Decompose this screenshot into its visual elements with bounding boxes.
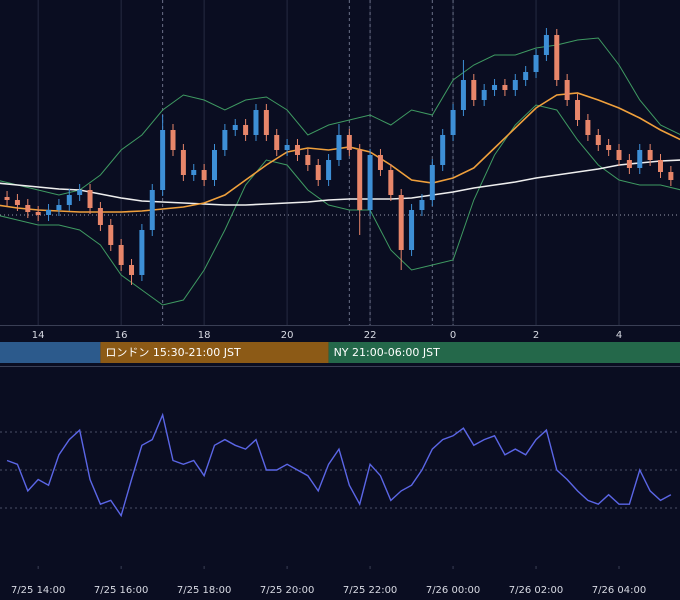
x-tick-label: 14 [32,330,45,341]
candle-body [46,210,52,215]
candle-body [647,150,653,160]
candle-body [4,197,10,200]
candle-body [170,130,176,150]
candle-body [419,200,425,210]
x-tick-label: 7/25 14:00 [11,585,65,596]
candle-body [616,150,622,160]
candle-body [56,205,62,210]
session-label: NY 21:00-06:00 JST [334,346,441,359]
candle-body [232,125,238,130]
x-tick-label: 18 [198,330,211,341]
x-tick-label: 20 [281,330,294,341]
indicator-line [0,104,680,306]
session-bar: ロンドン 15:30-21:00 JST NY 21:00-06:00 JST [0,342,680,363]
session-band [0,342,101,363]
candle-body [274,135,280,150]
candle-body [129,265,135,275]
candle-body [284,145,290,150]
candle-body [357,150,363,210]
x-tick-label: 22 [364,330,377,341]
time-axis: 14 16 18 20 22 0 2 4 [32,330,622,341]
x-tick-label: 7/25 20:00 [260,585,314,596]
candle-body [315,165,321,180]
candle-body [471,80,477,100]
candle-body [554,35,560,80]
indicator-line [0,159,680,206]
candle-body [575,100,581,120]
x-tick-label: 7/26 02:00 [509,585,563,596]
candle-body [481,90,487,100]
x-tick-label: 7/25 22:00 [343,585,397,596]
oscillator-line [6,412,672,518]
x-tick-label: 7/25 18:00 [177,585,231,596]
candle-body [512,80,518,90]
candle-body [201,170,207,180]
candle-body [243,125,249,135]
candle-body [502,85,508,90]
oscillator-pane [0,412,680,518]
x-tick-label: 4 [616,330,622,341]
candle-body [294,145,300,155]
candle-body [626,160,632,168]
candle-body [606,145,612,150]
session-label: ロンドン 15:30-21:00 JST [105,346,241,359]
candle-body [336,135,342,160]
candle-body [388,170,394,195]
candle-body [253,110,259,135]
candle-body [377,155,383,170]
candle-body [305,155,311,165]
candle-body [139,230,145,275]
candle-body [533,55,539,72]
candle-body [191,170,197,175]
candle-body [585,120,591,135]
candle-body [367,155,373,210]
x-tick-label: 2 [533,330,539,341]
candle-body [398,195,404,250]
price-pane [0,0,680,325]
x-tick-label: 7/25 16:00 [94,585,148,596]
candle-body [222,130,228,150]
candle-body [595,135,601,145]
candle-body [492,85,498,90]
session-band [100,342,329,363]
candle-body [523,72,529,80]
indicator-line [0,37,680,196]
candle-body [118,245,124,265]
candle-body [14,200,20,205]
candle-body [440,135,446,165]
candle-body [450,110,456,135]
candle-body [263,110,269,135]
candle-body [564,80,570,100]
candle-body [108,225,114,245]
candle-body [180,150,186,175]
candle-body [346,135,352,150]
candle-body [97,208,103,225]
candle-body [87,190,93,208]
candle-body [149,190,155,230]
x-tick-label: 7/26 00:00 [426,585,480,596]
candle-body [460,80,466,110]
candle-body [77,190,83,195]
x-tick-label: 0 [450,330,456,341]
candle-body [160,130,166,190]
candle-body [66,195,72,205]
candle-body [429,165,435,200]
candle-body [211,150,217,180]
candle-body [35,212,41,215]
candle-body [637,150,643,168]
session-band [328,342,680,363]
oscillator-time-axis: 7/25 14:00 7/25 16:00 7/25 18:00 7/25 20:00… [11,566,646,596]
x-tick-label: 7/26 04:00 [592,585,646,596]
candle-body [326,160,332,180]
candle-body [668,172,674,180]
x-tick-label: 16 [115,330,128,341]
candle-body [658,160,664,172]
candle-body [409,210,415,250]
candle-body [543,35,549,55]
candle-body [25,205,31,212]
